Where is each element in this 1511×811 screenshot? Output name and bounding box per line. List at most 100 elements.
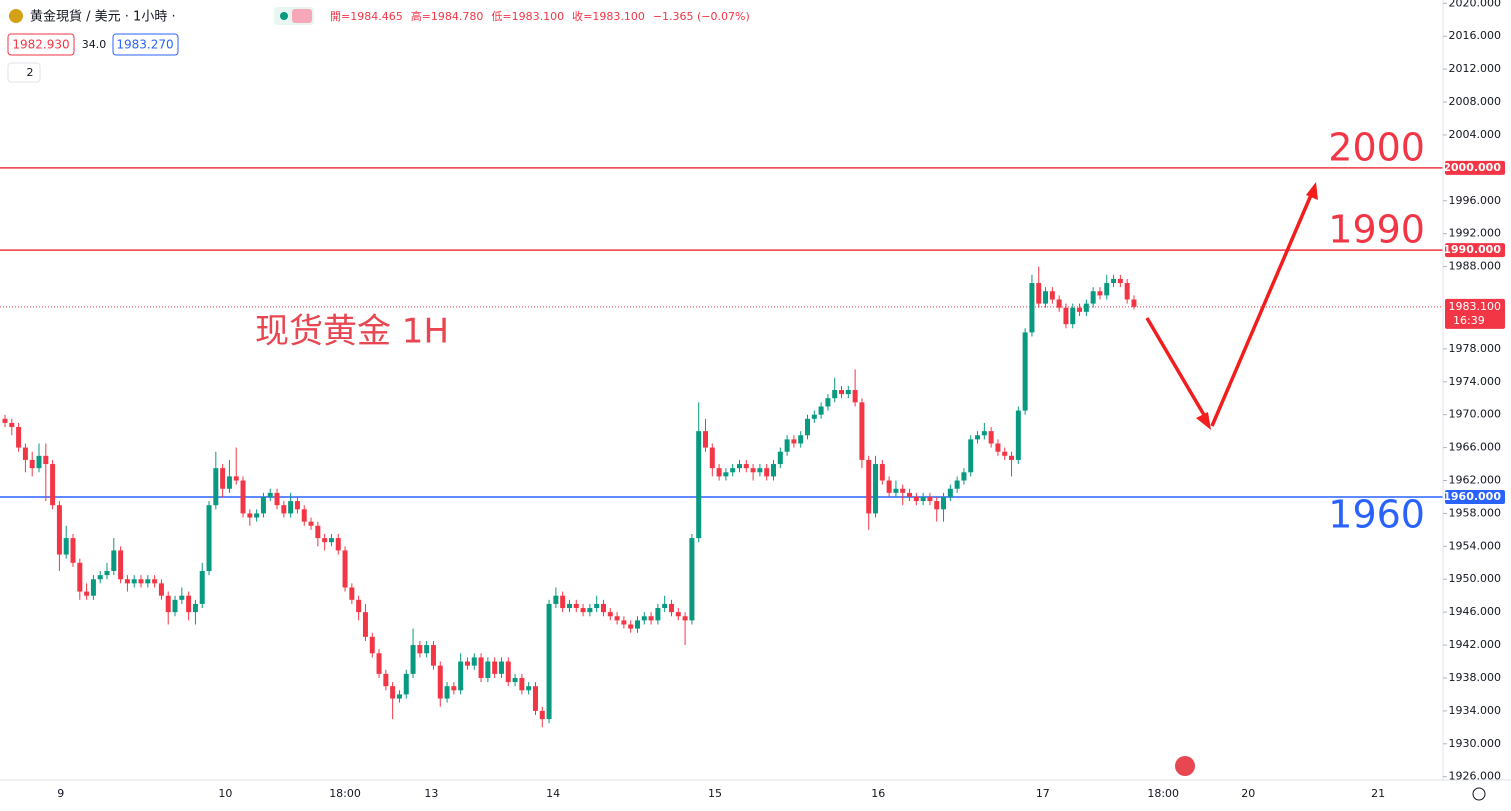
- candle-body: [832, 390, 838, 399]
- candle-body: [362, 612, 368, 637]
- candle-body: [1036, 283, 1042, 304]
- candle-body: [594, 603, 600, 609]
- candle-body: [573, 603, 579, 609]
- y-tick-label: 2020.000: [1449, 0, 1502, 9]
- candle-body: [328, 538, 334, 543]
- buy-button[interactable]: [112, 33, 179, 56]
- candle-body: [1077, 307, 1083, 312]
- candle-body: [866, 459, 872, 514]
- candle-body: [172, 599, 178, 613]
- candle-body: [1070, 307, 1076, 325]
- candle-body: [288, 501, 294, 514]
- candle-body: [532, 686, 538, 711]
- candle-body: [859, 402, 865, 460]
- candle-body: [907, 492, 913, 497]
- y-tick-label: 2012.000: [1449, 62, 1502, 75]
- candle-body: [104, 571, 110, 576]
- y-tick-label: 1962.000: [1449, 474, 1502, 487]
- candle-body: [458, 661, 464, 691]
- candle-body: [206, 505, 212, 572]
- candle-body: [342, 550, 348, 588]
- candle-body: [50, 464, 56, 506]
- legend-value: −1.365 (−0.07%): [653, 10, 750, 23]
- candle-body: [70, 538, 76, 563]
- level-label-box: [1445, 243, 1505, 258]
- candle-body: [648, 616, 654, 621]
- symbol-icon: [9, 9, 23, 23]
- candle-body: [111, 550, 117, 572]
- candle-body: [152, 579, 158, 584]
- candle-body: [451, 686, 457, 691]
- candle-body: [186, 595, 192, 613]
- x-tick-label: 10: [218, 787, 232, 800]
- candle-body: [2, 418, 8, 423]
- candle-body: [403, 673, 409, 695]
- settings-icon[interactable]: [1472, 787, 1486, 801]
- candle-body: [335, 538, 341, 551]
- symbol: 黄金現貨 / 美元 · 1小時 ·: [30, 9, 176, 25]
- x-tick-label: 9: [57, 787, 64, 800]
- legend-value: 低=1983.100: [491, 10, 564, 23]
- y-tick-label: 1938.000: [1449, 671, 1502, 684]
- candles: [2, 266, 1137, 728]
- legend-value: 收=1983.100: [572, 9, 645, 23]
- candle-body: [709, 447, 715, 469]
- candle-body: [879, 464, 885, 481]
- candle-body: [240, 480, 246, 514]
- y-tick-label: 2008.000: [1449, 95, 1502, 108]
- candle-body: [471, 657, 477, 666]
- candle-body: [124, 579, 130, 584]
- y-tick-label: 1926.000: [1449, 770, 1502, 783]
- candle-body: [56, 505, 62, 555]
- candle-body: [437, 665, 443, 699]
- level-annotation: 1990: [1328, 208, 1425, 252]
- news-badge[interactable]: [292, 9, 312, 23]
- candle-body: [63, 538, 69, 555]
- candle-body: [390, 686, 396, 699]
- watermark: 现货黄金 1H: [255, 312, 449, 352]
- candle-body: [22, 447, 28, 460]
- candle-body: [396, 694, 402, 699]
- y-tick-label: 1992.000: [1449, 227, 1502, 240]
- candle-body: [696, 431, 702, 539]
- ohlc-legend: 開=1984.465 高=1984.780 低=1983.100 收=1983.100…: [330, 9, 750, 23]
- candle-body: [968, 439, 974, 473]
- candle-body: [213, 468, 219, 506]
- legend-value: 開=1984.465: [330, 10, 403, 23]
- candle-body: [845, 390, 851, 395]
- candle-body: [961, 472, 967, 481]
- candle-body: [165, 595, 171, 613]
- candle-body: [36, 455, 42, 469]
- candle-body: [498, 661, 504, 674]
- indicators-toggle[interactable]: [7, 62, 41, 83]
- x-tick-label: 18:00: [1147, 787, 1179, 800]
- sell-button[interactable]: [7, 33, 75, 56]
- candle-body: [430, 645, 436, 666]
- candle-body: [811, 414, 817, 419]
- candle-body: [1029, 283, 1035, 333]
- candle-body: [560, 595, 566, 609]
- candle-body: [1043, 291, 1049, 304]
- candle-body: [920, 496, 926, 502]
- candle-body: [689, 538, 695, 621]
- candle-body: [274, 492, 280, 506]
- y-tick-label: 1970.000: [1449, 408, 1502, 421]
- candle-body: [9, 422, 15, 428]
- forecast-arrow: [1145, 182, 1318, 430]
- candle-body: [723, 472, 729, 477]
- candle-body: [179, 595, 185, 600]
- candle-body: [84, 591, 90, 596]
- y-tick-label: 1930.000: [1449, 737, 1502, 750]
- x-tick-label: 15: [708, 787, 722, 800]
- candle-body: [743, 464, 749, 469]
- candle-body: [587, 608, 593, 613]
- candle-body: [927, 496, 933, 502]
- candle-body: [1009, 455, 1015, 460]
- y-tick-label: 2016.000: [1449, 29, 1502, 42]
- candle-body: [1131, 299, 1137, 307]
- event-icon[interactable]: [1175, 756, 1195, 776]
- x-tick-label: 21: [1371, 787, 1385, 800]
- candle-body: [900, 488, 906, 493]
- candle-body: [260, 496, 266, 514]
- candle-body: [192, 603, 198, 613]
